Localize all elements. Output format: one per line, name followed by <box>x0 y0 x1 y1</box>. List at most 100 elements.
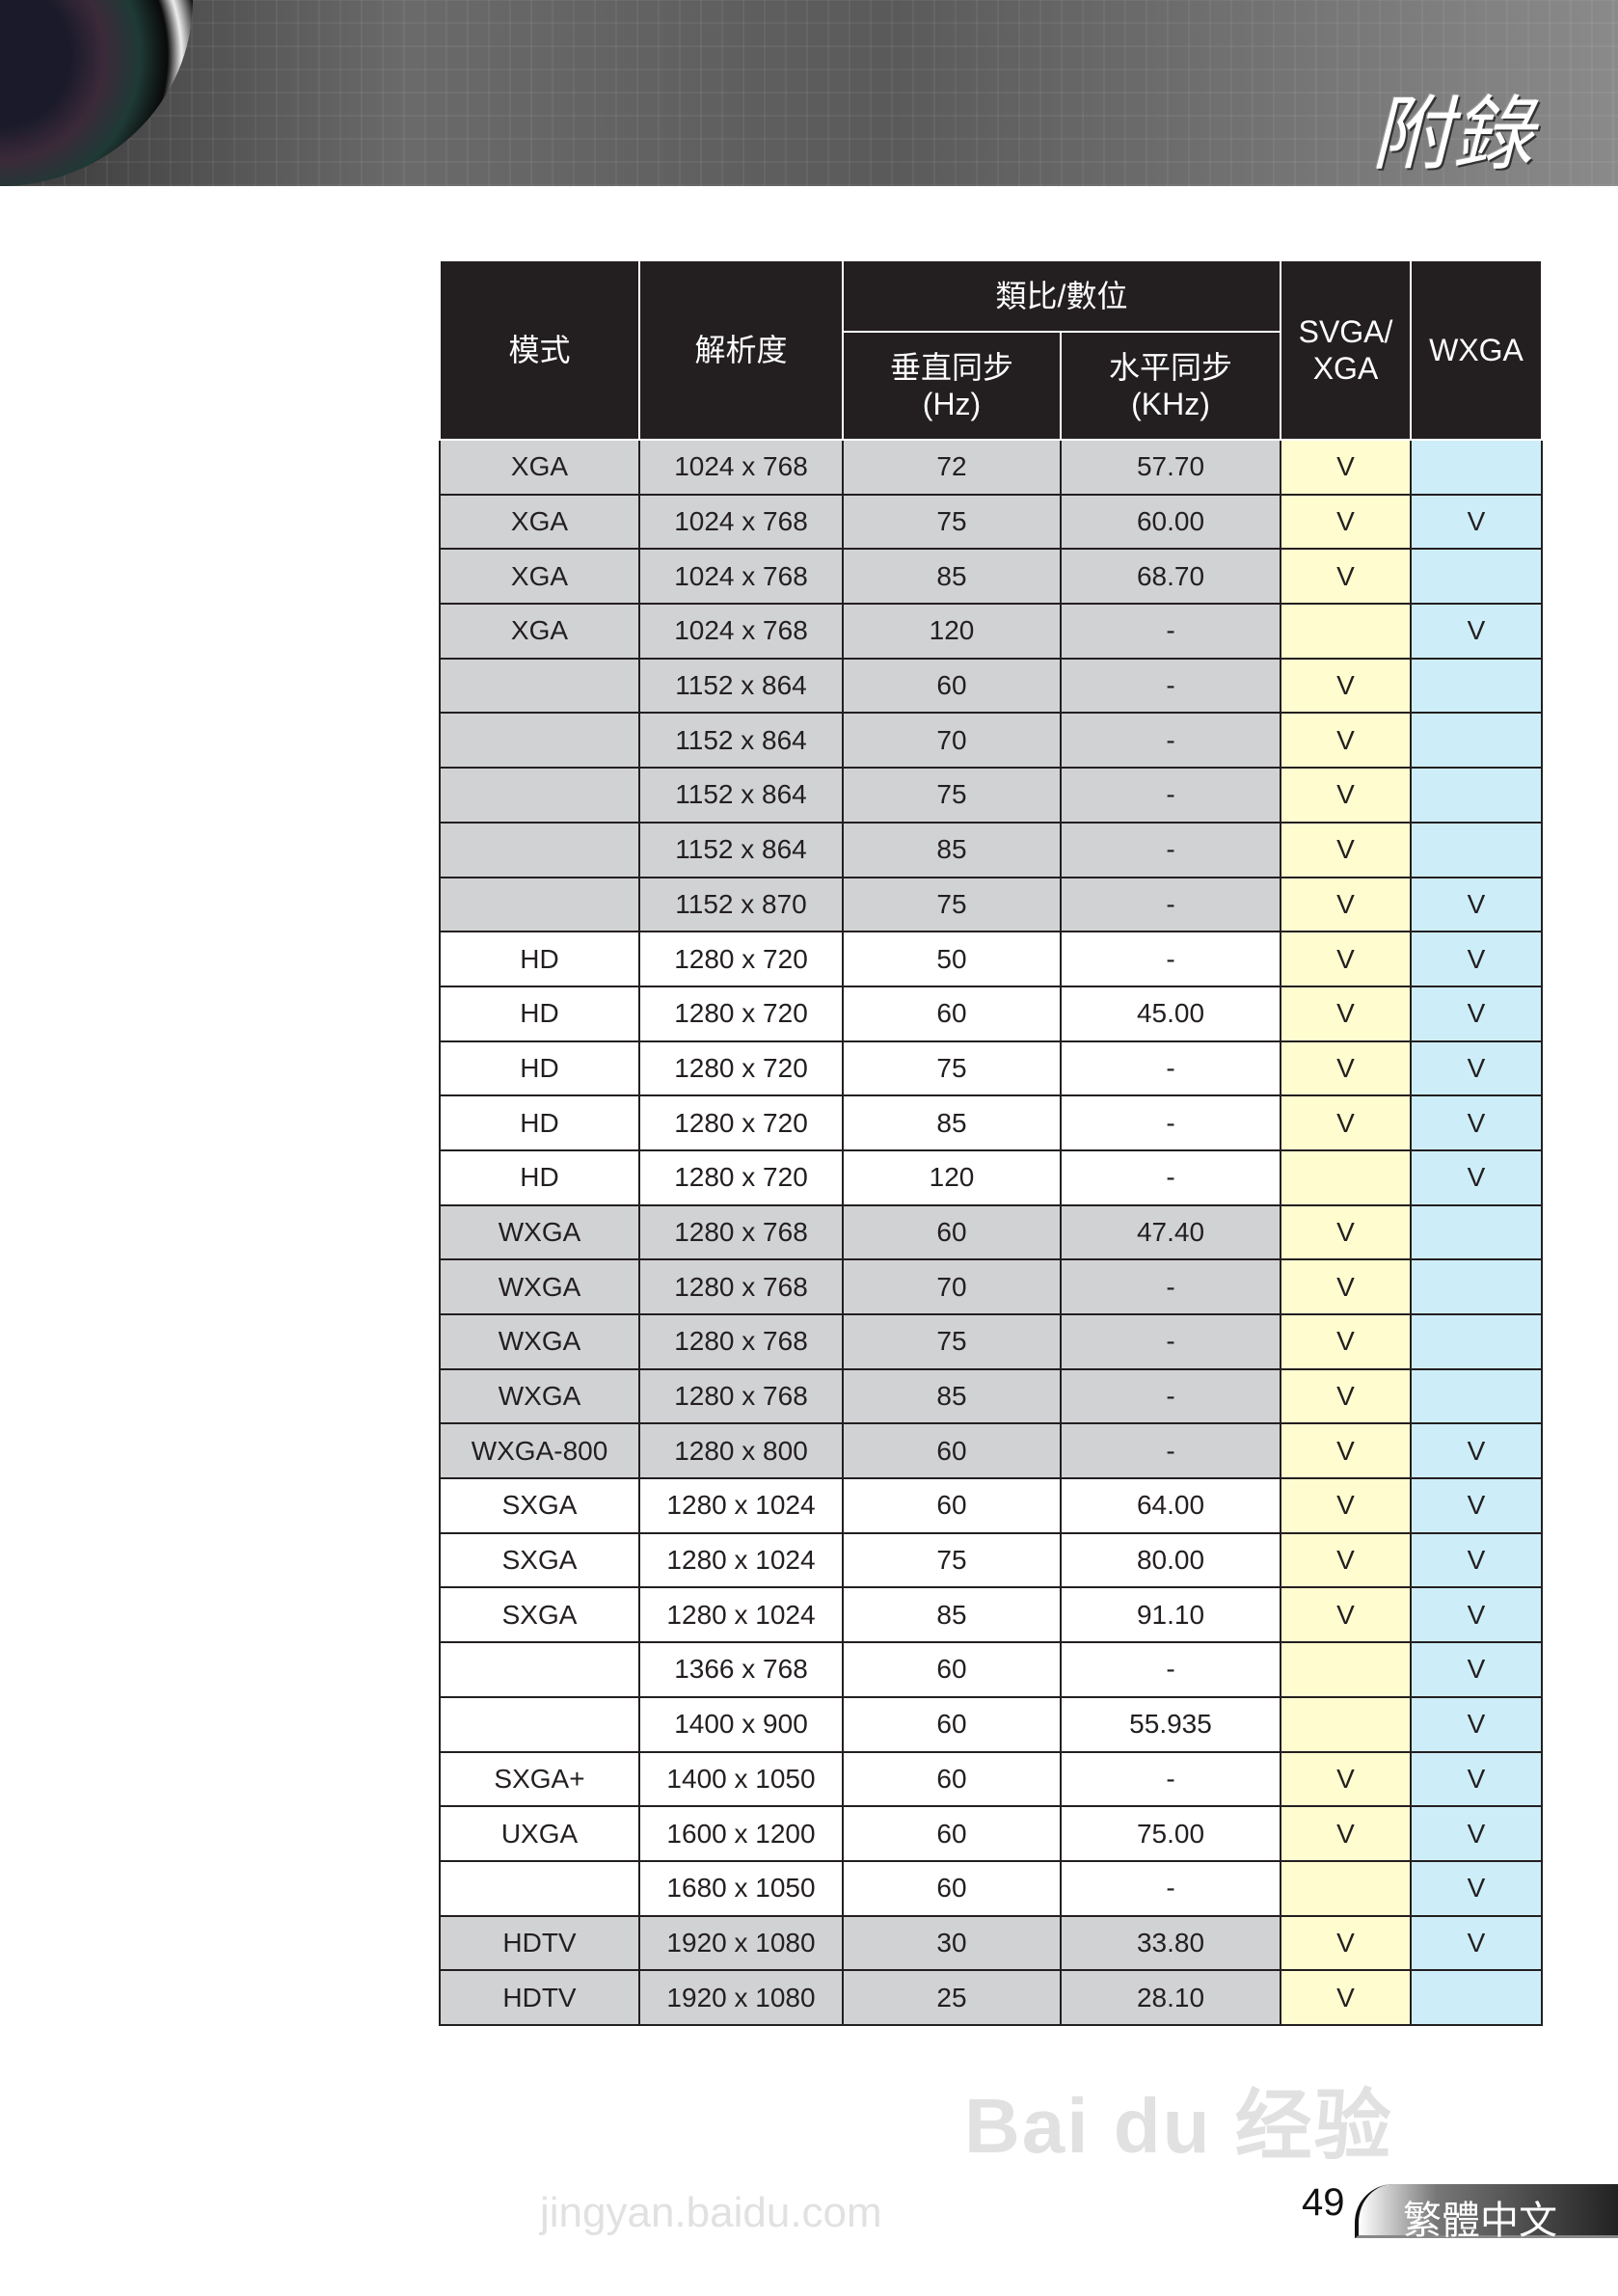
cell-hsync: 57.70 <box>1060 439 1281 496</box>
cell-wxga: V <box>1410 1094 1543 1151</box>
cell-resolution: 1152 x 870 <box>638 876 844 933</box>
cell-hsync: - <box>1060 1367 1281 1425</box>
cell-wxga <box>1410 767 1543 824</box>
header-mode: 模式 <box>439 259 640 441</box>
cell-hsync: - <box>1060 1040 1281 1097</box>
table-row: WXGA 1280 x 768 75- V <box>439 1313 1543 1370</box>
cell-svga-xga <box>1280 603 1412 660</box>
cell-mode <box>439 876 640 933</box>
cell-vsync: 70 <box>842 1258 1062 1315</box>
cell-mode: HD <box>439 1094 640 1151</box>
cell-resolution: 1024 x 768 <box>638 548 844 606</box>
cell-wxga: V <box>1410 1859 1543 1917</box>
cell-svga-xga: V <box>1280 1477 1412 1534</box>
cell-resolution: 1280 x 720 <box>638 1148 844 1206</box>
cell-wxga: V <box>1410 1531 1543 1589</box>
cell-svga-xga <box>1280 1695 1412 1753</box>
cell-hsync: - <box>1060 767 1281 824</box>
cell-resolution: 1280 x 800 <box>638 1422 844 1480</box>
cell-wxga <box>1410 1203 1543 1261</box>
cell-vsync: 60 <box>842 1641 1062 1698</box>
cell-resolution: 1600 x 1200 <box>638 1805 844 1862</box>
cell-hsync: - <box>1060 876 1281 933</box>
cell-hsync: 28.10 <box>1060 1969 1281 2026</box>
cell-svga-xga: V <box>1280 931 1412 987</box>
lens-graphic <box>0 0 193 186</box>
table-row: HD 1280 x 720 85- V V <box>439 1094 1543 1151</box>
cell-resolution: 1152 x 864 <box>638 657 844 715</box>
table-row: XGA 1024 x 768 120- V <box>439 603 1543 660</box>
cell-vsync: 85 <box>842 821 1062 878</box>
table-row: XGA 1024 x 768 72 57.70 V <box>439 439 1543 496</box>
cell-resolution: 1400 x 1050 <box>638 1750 844 1808</box>
table-row: SXGA 1280 x 1024 85 91.10 V V <box>439 1586 1543 1644</box>
header-analog-digital: 類比/數位 <box>842 259 1281 333</box>
cell-wxga: V <box>1410 1641 1543 1698</box>
cell-hsync: - <box>1060 712 1281 770</box>
cell-mode <box>439 821 640 878</box>
resolution-table: 模式 解析度 類比/數位 SVGA/XGA WXGA 垂直同步 (Hz) 水平同步… <box>439 259 1543 2026</box>
cell-resolution: 1920 x 1080 <box>638 1914 844 1972</box>
cell-mode: HD <box>439 1040 640 1097</box>
cell-svga-xga: V <box>1280 985 1412 1042</box>
cell-mode <box>439 657 640 715</box>
cell-mode <box>439 1641 640 1698</box>
cell-svga-xga <box>1280 1641 1412 1698</box>
table-row: 1152 x 864 85- V <box>439 821 1543 878</box>
cell-vsync: 85 <box>842 1586 1062 1644</box>
table-row: SXGA 1280 x 1024 75 80.00 V V <box>439 1531 1543 1589</box>
cell-resolution: 1280 x 768 <box>638 1203 844 1261</box>
cell-vsync: 85 <box>842 1094 1062 1151</box>
cell-wxga <box>1410 1258 1543 1315</box>
cell-svga-xga: V <box>1280 1914 1412 1972</box>
cell-wxga <box>1410 1969 1543 2026</box>
cell-hsync: 80.00 <box>1060 1531 1281 1589</box>
cell-hsync: - <box>1060 1422 1281 1480</box>
cell-mode: HDTV <box>439 1914 640 1972</box>
cell-mode: SXGA <box>439 1586 640 1644</box>
cell-svga-xga: V <box>1280 657 1412 715</box>
cell-hsync: 75.00 <box>1060 1805 1281 1862</box>
cell-wxga: V <box>1410 1477 1543 1534</box>
cell-resolution: 1680 x 1050 <box>638 1859 844 1917</box>
cell-hsync: - <box>1060 603 1281 660</box>
cell-mode <box>439 1859 640 1917</box>
cell-wxga <box>1410 548 1543 606</box>
cell-resolution: 1152 x 864 <box>638 712 844 770</box>
cell-wxga: V <box>1410 1805 1543 1862</box>
cell-vsync: 120 <box>842 1148 1062 1206</box>
cell-wxga: V <box>1410 876 1543 933</box>
cell-mode: HD <box>439 1148 640 1206</box>
cell-hsync: - <box>1060 657 1281 715</box>
table-row: HDTV 1920 x 1080 25 28.10 V <box>439 1969 1543 2026</box>
cell-hsync: - <box>1060 1859 1281 1917</box>
table-row: HD 1280 x 720 60 45.00 V V <box>439 985 1543 1042</box>
cell-hsync: - <box>1060 1750 1281 1808</box>
cell-vsync: 60 <box>842 1477 1062 1534</box>
cell-svga-xga: V <box>1280 1258 1412 1315</box>
cell-vsync: 50 <box>842 931 1062 987</box>
cell-svga-xga: V <box>1280 1586 1412 1644</box>
footer-bar <box>1355 2184 1618 2238</box>
cell-svga-xga <box>1280 1148 1412 1206</box>
cell-vsync: 75 <box>842 1531 1062 1589</box>
cell-vsync: 60 <box>842 1805 1062 1862</box>
cell-wxga <box>1410 1313 1543 1370</box>
cell-svga-xga: V <box>1280 1531 1412 1589</box>
cell-svga-xga: V <box>1280 767 1412 824</box>
table-row: HDTV 1920 x 1080 30 33.80 V V <box>439 1914 1543 1972</box>
table-row: WXGA 1280 x 768 85- V <box>439 1367 1543 1425</box>
cell-vsync: 75 <box>842 493 1062 551</box>
cell-hsync: 64.00 <box>1060 1477 1281 1534</box>
header-resolution: 解析度 <box>638 259 844 441</box>
header-vsync: 垂直同步 (Hz) <box>842 331 1062 441</box>
cell-resolution: 1280 x 1024 <box>638 1531 844 1589</box>
cell-mode: XGA <box>439 603 640 660</box>
cell-resolution: 1280 x 768 <box>638 1313 844 1370</box>
cell-wxga: V <box>1410 493 1543 551</box>
header-banner: 附錄 <box>0 0 1618 186</box>
cell-svga-xga: V <box>1280 1805 1412 1862</box>
cell-mode: HDTV <box>439 1969 640 2026</box>
cell-hsync: - <box>1060 931 1281 987</box>
cell-vsync: 60 <box>842 657 1062 715</box>
